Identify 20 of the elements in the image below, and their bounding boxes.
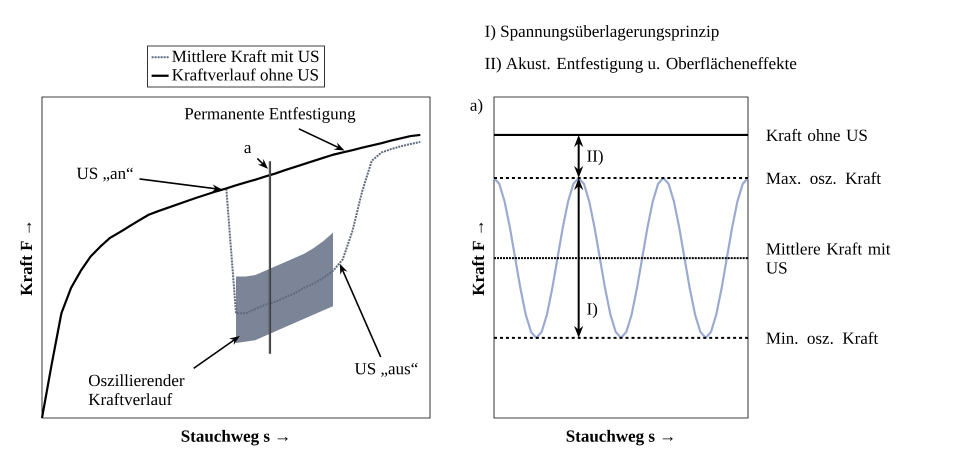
text: II) Akust. Entfestigung u. Oberflächeneffekte [485, 57, 796, 73]
annotation: Oszillierender Kraftverlauf [88, 374, 184, 406]
annotation: US „aus“ [354, 362, 418, 377]
series-label: Kraft ohne US [766, 128, 867, 141]
y-axis-title: Kraft F → [472, 222, 484, 296]
annotation: I) [587, 302, 598, 318]
legend-label: Kraftverlauf ohne US [172, 68, 318, 81]
series-label: Mittlere Kraft mit US [766, 242, 890, 274]
annotation: II) [587, 150, 603, 166]
text: a) [470, 98, 482, 114]
y-axis-title: Kraft F → [20, 222, 32, 296]
series-label: Min. osz. Kraft [766, 332, 878, 344]
text: Permanente Entfestigung [184, 107, 356, 123]
x-axis-title: Stauchweg s → [566, 430, 673, 446]
series-label: Max. osz. Kraft [766, 172, 881, 184]
annotation: US „an“ [76, 168, 133, 182]
x-axis-title: Stauchweg s → [182, 430, 288, 446]
text: I) Spannungsüberlagerungsprinzip [485, 25, 719, 41]
annotation: a [244, 145, 252, 154]
legend-label: Mittlere Kraft mit US [172, 50, 318, 62]
